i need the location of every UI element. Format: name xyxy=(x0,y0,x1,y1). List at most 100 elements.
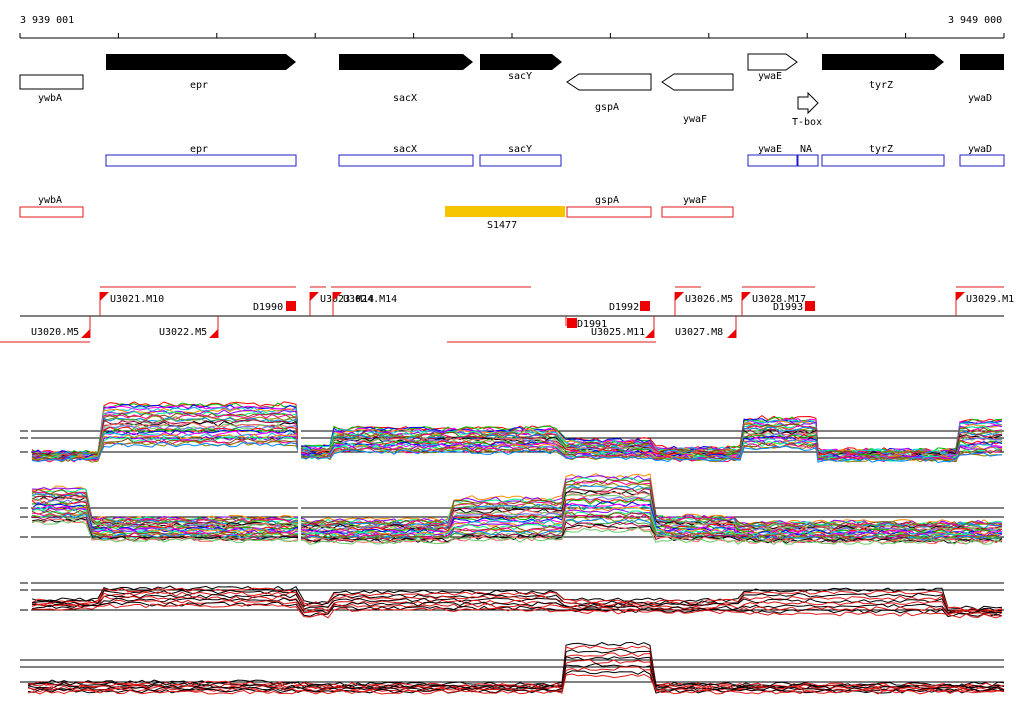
expression-trace xyxy=(27,659,1005,691)
upper-marker-D1993[interactable]: D1993 xyxy=(773,302,803,313)
gene-label-sacX: sacX xyxy=(393,93,417,104)
feature-arrow-t-box[interactable] xyxy=(797,91,819,115)
lower-marker-D1991[interactable]: D1991 xyxy=(577,319,607,330)
expression-trace xyxy=(31,603,1003,619)
expression-trace xyxy=(31,440,1003,463)
upper-marker-U3024[interactable]: U3024.M14 xyxy=(343,294,397,305)
upper-marker-flag-U3023 xyxy=(310,292,319,301)
expression-panel-2 xyxy=(20,380,1004,710)
expression-trace xyxy=(31,425,1003,460)
gene-arrow-ywbA[interactable] xyxy=(19,74,84,90)
upper-marker-flag-U3028 xyxy=(742,292,751,301)
upper-marker-U3026[interactable]: U3026.M5 xyxy=(685,294,733,305)
gene-arrow-sacY[interactable] xyxy=(480,54,562,70)
lower-marker-flag-U3025 xyxy=(645,329,654,338)
upper-marker-D1992[interactable]: D1992 xyxy=(609,302,639,313)
expression-panel-1 xyxy=(20,380,1004,710)
lower-marker-U3022[interactable]: U3022.M5 xyxy=(159,327,207,338)
lower-marker-flag-U3022 xyxy=(209,329,218,338)
gene-arrow-tyrZ[interactable] xyxy=(822,54,944,70)
coordinate-ruler: 3 939 001 3 949 000 xyxy=(19,15,1005,39)
gene-label-ywaF: ywaF xyxy=(683,114,707,125)
red-annotation-ywbA[interactable] xyxy=(19,206,84,218)
gene-label-ywaE: ywaE xyxy=(758,71,782,82)
blue-annotation-label-epr: epr xyxy=(190,144,208,155)
upper-marker-box-D1992 xyxy=(640,301,650,311)
expression-trace xyxy=(31,587,1003,612)
upper-marker-U3029[interactable]: U3029.M1 xyxy=(966,294,1014,305)
blue-annotation-label-sacY: sacY xyxy=(508,144,532,155)
expression-trace xyxy=(31,477,1003,527)
lower-marker-U3027[interactable]: U3027.M8 xyxy=(675,327,723,338)
blue-annotation-ywaD[interactable] xyxy=(959,154,1005,167)
expression-trace xyxy=(27,673,1005,695)
expression-trace xyxy=(28,641,1005,687)
expression-panel-4 xyxy=(20,641,1005,695)
ruler-end-label: 3 949 000 xyxy=(948,15,1002,26)
expression-trace xyxy=(31,519,1003,545)
upper-marker-U3023[interactable]: U3023.M14 xyxy=(320,294,374,305)
gene-arrow-sacX[interactable] xyxy=(339,54,473,70)
red-annotation-ywaF[interactable] xyxy=(661,206,734,218)
red-annotation-gspA[interactable] xyxy=(566,206,652,218)
marker-track: U3021.M10 D1990 U3023.M14 U3024.M14 D199… xyxy=(0,286,1014,343)
feature-label-t-box: T-box xyxy=(792,117,822,128)
blue-annotation-sacX[interactable] xyxy=(338,154,474,167)
gene-arrow-ywaE[interactable] xyxy=(747,53,798,71)
expression-trace xyxy=(31,496,1003,534)
upper-marker-flag-U3029 xyxy=(956,292,965,301)
gene-arrow-ywaD[interactable] xyxy=(960,54,1004,70)
annotation-track-red: ywbA gspA ywaF S1477 xyxy=(19,195,734,231)
expression-trace xyxy=(31,426,1003,460)
gene-label-tyrZ: tyrZ xyxy=(869,80,893,91)
gene-arrow-ywaF[interactable] xyxy=(661,73,734,91)
lower-marker-flag-U3020 xyxy=(81,329,90,338)
expression-trace xyxy=(31,591,1003,613)
upper-marker-flag-U3021 xyxy=(100,292,109,301)
red-annotation-label-gspA: gspA xyxy=(595,195,619,206)
expression-trace xyxy=(27,645,1005,688)
blue-annotation-label-sacX: sacX xyxy=(393,144,417,155)
expression-trace xyxy=(31,595,1003,614)
gene-label-sacY: sacY xyxy=(508,71,532,82)
gene-label-gspA: gspA xyxy=(595,102,619,113)
blue-annotation-sacY[interactable] xyxy=(479,154,562,167)
expression-trace xyxy=(31,585,1003,611)
upper-marker-box-D1993 xyxy=(805,301,815,311)
ruler-start-label: 3 939 001 xyxy=(20,15,74,26)
expression-trace xyxy=(31,601,1003,618)
blue-annotation-label-NA: NA xyxy=(800,144,812,155)
expression-trace xyxy=(31,599,1003,617)
blue-annotation-NA[interactable] xyxy=(797,154,819,167)
gene-arrow-epr[interactable] xyxy=(106,54,296,70)
upper-marker-flag-U3026 xyxy=(675,292,684,301)
upper-marker-flag-U3024 xyxy=(333,292,342,301)
lower-marker-U3025[interactable]: U3025.M11 xyxy=(591,327,645,338)
expression-trace xyxy=(31,420,1003,459)
expression-trace xyxy=(31,504,1003,537)
blue-annotation-epr[interactable] xyxy=(105,154,297,167)
gene-track: ywbA epr sacX sacY gspA ywaF ywaE T-box … xyxy=(19,53,1004,128)
blue-annotation-tyrZ[interactable] xyxy=(821,154,945,167)
upper-marker-D1990[interactable]: D1990 xyxy=(253,302,283,313)
expression-trace xyxy=(31,597,1003,615)
expression-panel-3 xyxy=(20,380,1004,710)
upper-marker-U3021[interactable]: U3021.M10 xyxy=(110,294,164,305)
expression-trace xyxy=(31,502,1003,537)
annotation-track-blue: epr sacX sacY ywaE NA tyrZ ywaD xyxy=(105,144,1005,167)
expression-trace xyxy=(27,670,1005,694)
blue-annotation-ywaE[interactable] xyxy=(747,154,798,167)
red-annotation-label-ywbA: ywbA xyxy=(38,195,62,206)
red-annotation-label-ywaF: ywaF xyxy=(683,195,707,206)
gene-label-ywbA: ywbA xyxy=(38,93,62,104)
gene-arrow-gspA[interactable] xyxy=(566,73,652,91)
lower-marker-U3020[interactable]: U3020.M5 xyxy=(31,327,79,338)
gene-label-ywaD: ywaD xyxy=(968,93,992,104)
lower-marker-box-D1991 xyxy=(567,318,577,328)
upper-marker-U3028[interactable]: U3028.M17 xyxy=(752,294,806,305)
gene-label-epr: epr xyxy=(190,80,208,91)
upper-marker-box-D1990 xyxy=(286,301,296,311)
segment-bar-S1477[interactable] xyxy=(445,206,565,217)
